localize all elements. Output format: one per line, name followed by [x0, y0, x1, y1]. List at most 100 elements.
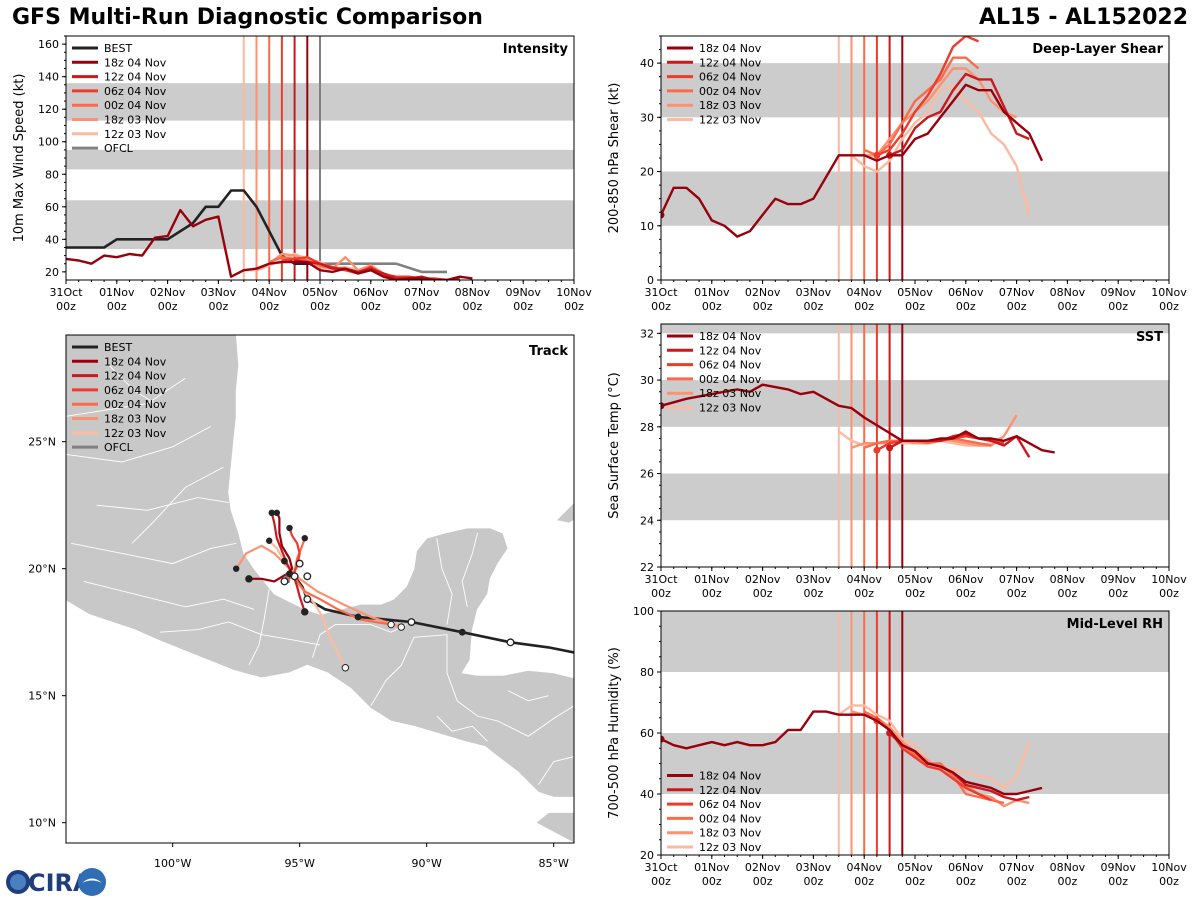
intensity-xtick-label-hour: 00z: [463, 300, 483, 313]
track-xtick-label: 85°W: [538, 857, 568, 870]
rh-ytick-label: 20: [640, 849, 654, 862]
intensity-xtick-label: 31Oct: [49, 286, 83, 299]
state-border-1: [66, 426, 212, 463]
rh-ytick-label: 80: [640, 666, 654, 679]
intensity-legend-entry: 00z 04 Nov: [104, 99, 167, 112]
sst-xtick-label-hour: 00z: [854, 587, 874, 600]
state-border-4: [83, 580, 255, 610]
track-best-marker-open-4: [303, 572, 312, 581]
track-xtick-label: 100°W: [154, 857, 191, 870]
rh-ytick-label: 40: [640, 788, 654, 801]
shear-xtick-label: 01Nov: [694, 286, 730, 299]
shear-series-3: [863, 56, 980, 157]
shear-xtick-label: 09Nov: [1100, 286, 1136, 299]
shear-xtick-label-hour: 00z: [702, 300, 722, 313]
sst-xtick-label: 04Nov: [846, 573, 882, 586]
rh-xtick-label: 08Nov: [1050, 861, 1086, 874]
track-legend-entry: BEST: [104, 341, 132, 354]
rh-xtick-label: 04Nov: [846, 861, 882, 874]
intensity-xtick-label-hour: 00z: [412, 300, 432, 313]
track-plot: 100°W 95°W 90°W 85°W 10°N 15°N 20°N 25°N Track BE…: [28, 334, 575, 870]
sst-init-marker-0: [661, 402, 665, 410]
rh-title: Mid-Level RH: [1067, 617, 1163, 632]
rh-xtick-label: 01Nov: [694, 861, 730, 874]
intensity-xtick-label-hour: 00z: [310, 300, 330, 313]
rh-ytick-label: 60: [640, 727, 654, 740]
cira-globe-inner-icon: [10, 874, 26, 890]
shear-init-marker-0: [661, 211, 665, 219]
shear-init-marker-2: [873, 151, 881, 159]
track-frame: [65, 334, 575, 844]
shear-xtick-label: 04Nov: [846, 286, 882, 299]
intensity-xtick-label-hour: 00z: [158, 300, 178, 313]
shear-legend-entry: 00z 04 Nov: [699, 85, 762, 98]
track-legend-entry: 18z 03 Nov: [104, 413, 167, 426]
sst-init-marker-1: [886, 444, 894, 452]
shear-xtick-label-hour: 00z: [1007, 300, 1027, 313]
shear-clipped: [661, 36, 1044, 280]
intensity-legend-entry: 18z 04 Nov: [104, 56, 167, 69]
track-ytick-label: 25°N: [28, 436, 56, 449]
rh-band-1: [661, 611, 1169, 672]
sst-xtick-label-hour: 00z: [1007, 587, 1027, 600]
sst-xtick-label: 05Nov: [897, 573, 933, 586]
sst-ytick-label: 28: [640, 421, 654, 434]
shear-xtick-label-hour: 00z: [1058, 300, 1078, 313]
track-run-start-marker-2: [280, 577, 289, 586]
track-legend-entry: 12z 04 Nov: [104, 370, 167, 383]
intensity-xtick-label: 04Nov: [251, 286, 287, 299]
rh-xtick-label: 09Nov: [1100, 861, 1136, 874]
sst-ytick-label: 26: [640, 468, 654, 481]
rh-legend-entry: 18z 03 Nov: [699, 827, 762, 840]
intensity-legend-entry: 18z 03 Nov: [104, 114, 167, 127]
intensity-ytick-label: 120: [38, 103, 59, 116]
cira-seal-icon: [78, 868, 106, 896]
land-cuba: [555, 502, 574, 524]
shear-series-2: [876, 36, 979, 157]
state-border-5: [159, 621, 321, 646]
intensity-xtick-label: 03Nov: [201, 286, 237, 299]
shear-series-5: [838, 83, 1031, 216]
intensity-xtick-label: 02Nov: [150, 286, 186, 299]
intensity-xtick-label: 01Nov: [99, 286, 135, 299]
intensity-legend-entry: BEST: [104, 42, 132, 55]
sst-xtick-label-hour: 00z: [956, 587, 976, 600]
track-legend-entry: 12z 03 Nov: [104, 427, 167, 440]
shear-band-0: [661, 171, 1169, 226]
shear-xtick-label-hour: 00z: [905, 300, 925, 313]
sst-xtick-label-hour: 00z: [905, 587, 925, 600]
track-best-marker-open-0: [407, 618, 416, 626]
shear-ytick-label: 10: [640, 220, 654, 233]
intensity-xtick-label-hour: 00z: [209, 300, 229, 313]
track-series-4: [235, 544, 402, 629]
rh-xtick-label-hour: 00z: [1007, 875, 1027, 888]
track-run-end-marker-0: [273, 509, 281, 516]
sst-legend-entry: 00z 04 Nov: [699, 373, 762, 386]
sst-legend-entry: 18z 04 Nov: [699, 330, 762, 343]
intensity-title: Intensity: [503, 42, 569, 57]
shear-title: Deep-Layer Shear: [1032, 42, 1163, 57]
intensity-ytick-label: 100: [38, 136, 59, 149]
shear-xtick-label-hour: 00z: [1159, 300, 1179, 313]
rh-xtick-label: 31Oct: [644, 861, 678, 874]
intensity-clipped: [66, 36, 473, 280]
rh-xtick-label-hour: 00z: [651, 875, 671, 888]
track-legend-entry: 00z 04 Nov: [104, 398, 167, 411]
intensity-legend-entry: 12z 03 Nov: [104, 128, 167, 141]
sst-xtick-label: 10Nov: [1151, 573, 1187, 586]
sst-clipped: [661, 324, 1055, 567]
state-border-12: [436, 715, 488, 742]
intensity-xtick-label-hour: 00z: [56, 300, 76, 313]
track-run-start-marker-1: [301, 608, 309, 616]
sst-ytick-label: 24: [640, 514, 654, 527]
intensity-xtick-label: 09Nov: [505, 286, 541, 299]
sst-band-2: [661, 324, 1169, 334]
state-border-15: [108, 365, 161, 407]
track-run-start-marker-3: [387, 620, 395, 629]
shear-legend-entry: 18z 04 Nov: [699, 42, 762, 55]
track-run-start-marker-5: [341, 664, 350, 672]
